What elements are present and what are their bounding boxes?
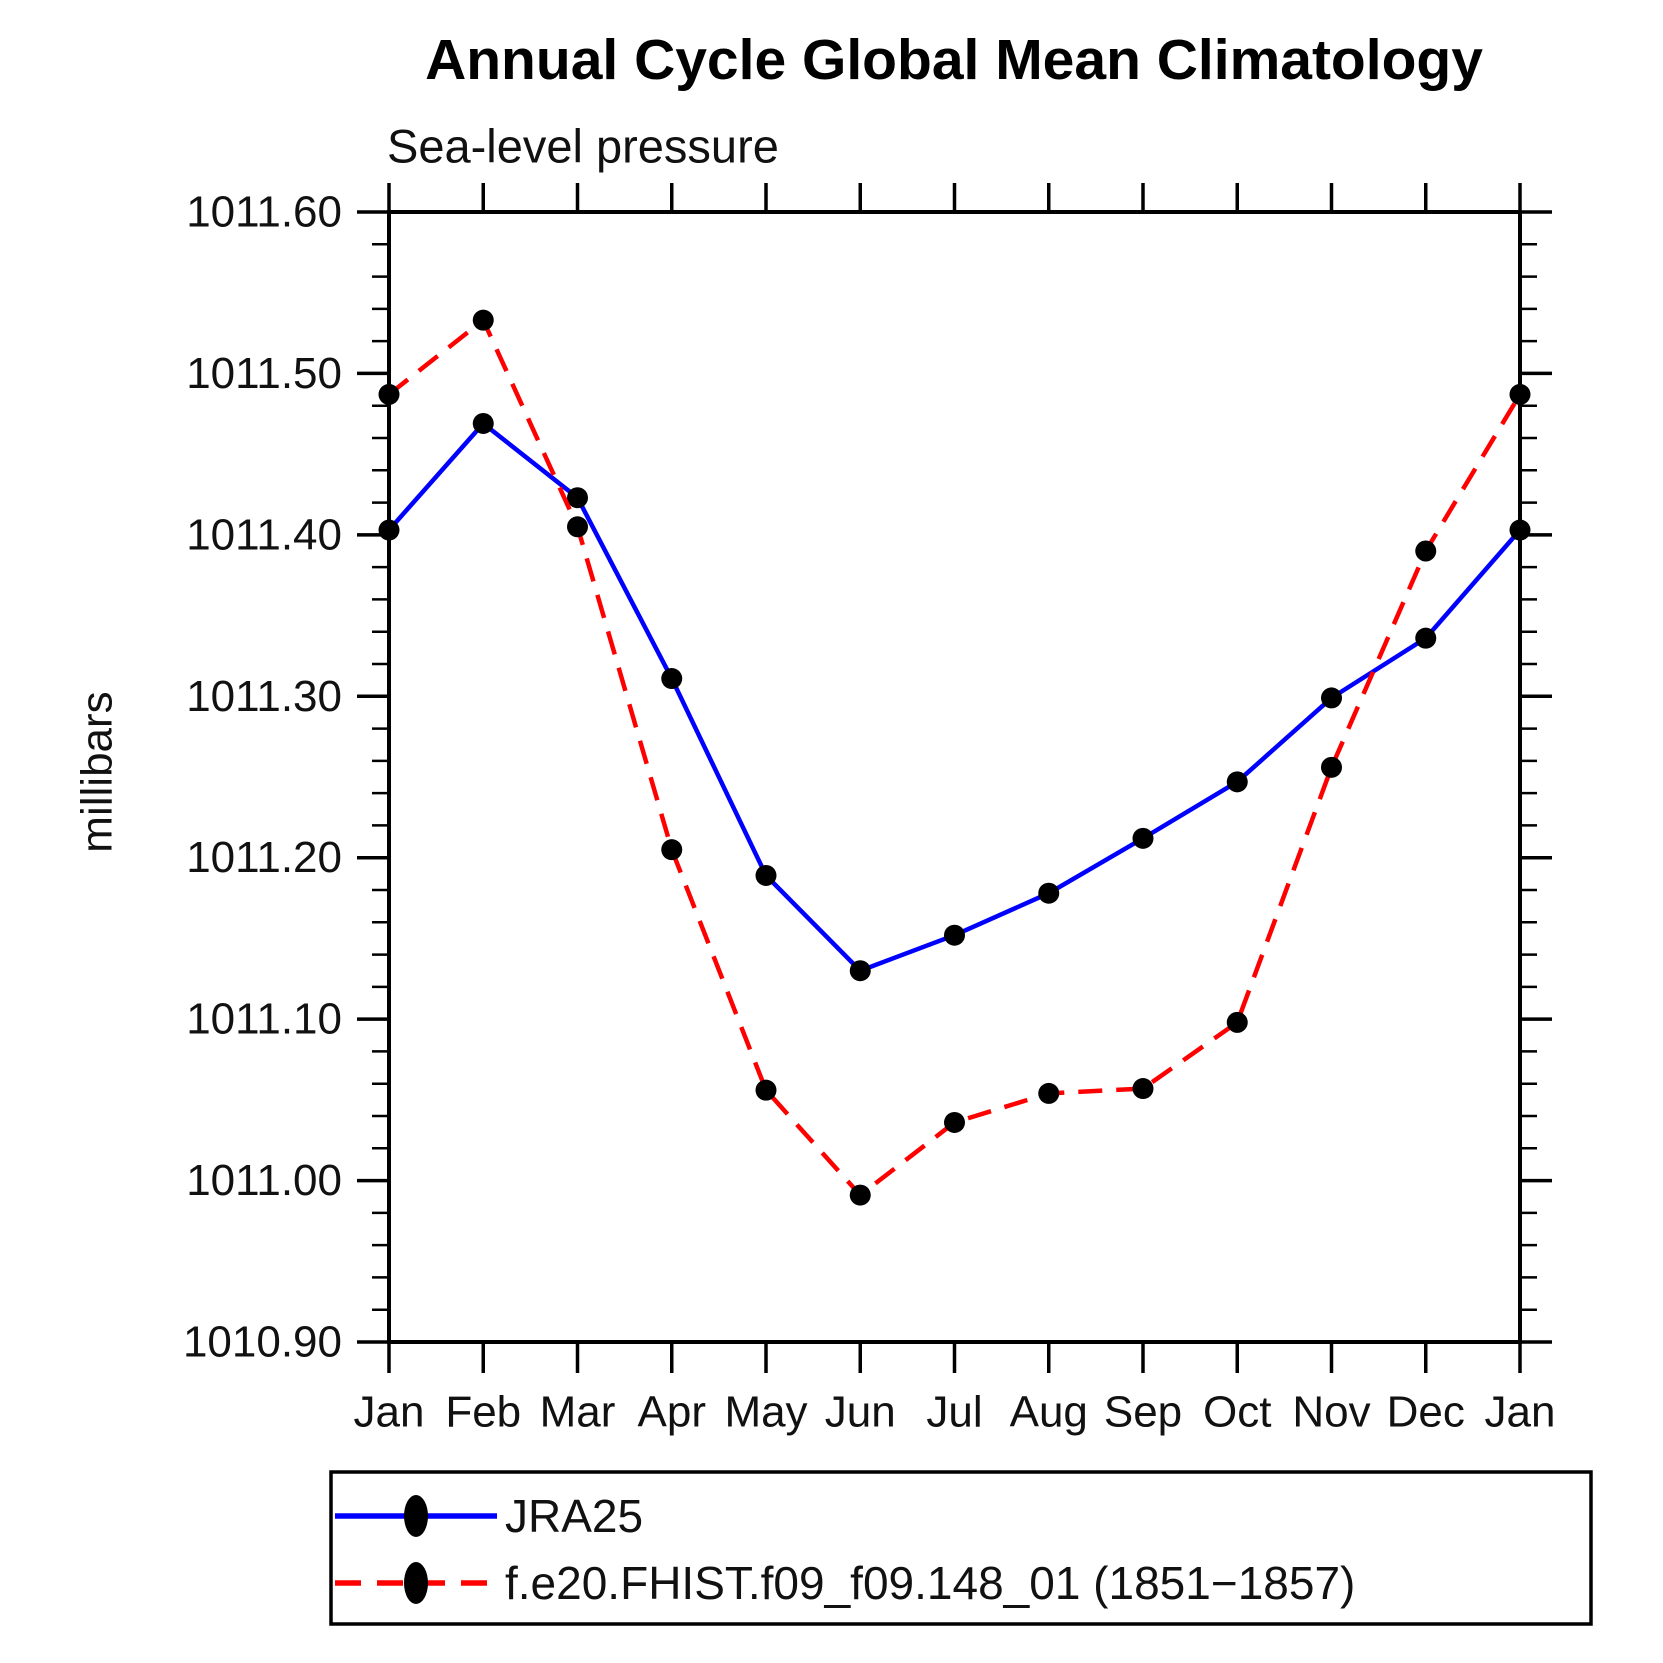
data-point-1	[567, 516, 588, 538]
y-tick-label: 1011.20	[186, 833, 342, 882]
data-point-0	[1415, 627, 1437, 649]
data-point-1	[944, 1111, 965, 1133]
data-point-0	[1132, 827, 1154, 849]
data-point-0	[1226, 771, 1248, 793]
x-tick-label: Sep	[1104, 1388, 1182, 1437]
x-tick-label: May	[724, 1388, 807, 1437]
x-tick-label: Feb	[445, 1388, 521, 1437]
x-tick-label: Jan	[354, 1388, 425, 1437]
legend-box	[329, 1470, 1593, 1626]
legend-label-model: f.e20.FHIST.f09_f09.148_01 (1851−1857)	[505, 1557, 1355, 1609]
y-axis-label: millibars	[73, 691, 122, 852]
data-point-0	[849, 960, 871, 982]
data-point-1	[1038, 1082, 1060, 1104]
y-tick-labels: 1011.60 1011.50 1011.40 1011.30 1011.20 1011.…	[183, 188, 342, 1367]
x-tick-label: Jul	[926, 1388, 982, 1437]
y-tick-label: 1011.10	[186, 995, 342, 1044]
data-point-1	[1509, 383, 1531, 405]
y-tick-label: 1011.00	[186, 1156, 342, 1205]
data-point-0	[378, 519, 400, 541]
x-tick-label: Jan	[1485, 1388, 1556, 1437]
data-point-1	[378, 383, 400, 405]
data-point-1	[755, 1079, 777, 1101]
legend-label-jra25: JRA25	[505, 1490, 643, 1542]
x-tick-label: Mar	[540, 1388, 616, 1437]
data-point-0	[661, 668, 683, 690]
x-tick-label: Apr	[638, 1388, 706, 1437]
legend-marker-jra25	[404, 1495, 428, 1537]
data-point-0	[1321, 687, 1342, 709]
y-tick-label: 1011.40	[186, 510, 342, 559]
x-tick-label: Oct	[1203, 1388, 1271, 1437]
axes	[357, 183, 1552, 1373]
x-tick-label: Nov	[1292, 1388, 1370, 1437]
y-tick-label: 1010.90	[183, 1318, 342, 1367]
data-point-0	[944, 924, 965, 946]
y-tick-label: 1011.30	[186, 672, 342, 721]
data-point-1	[1415, 540, 1437, 562]
y-tick-label: 1011.60	[186, 188, 342, 237]
chart-title: Annual Cycle Global Mean Climatology	[425, 28, 1483, 92]
data-point-1	[1132, 1078, 1154, 1100]
plot-frame	[387, 210, 1522, 1344]
chart-subtitle: Sea-level pressure	[387, 120, 779, 173]
data-point-0	[755, 864, 777, 886]
data-point-1	[1226, 1011, 1248, 1033]
x-tick-label: Dec	[1387, 1388, 1465, 1437]
legend: JRA25 f.e20.FHIST.f09_f09.148_01 (1851−1…	[329, 1470, 1593, 1626]
data-series	[378, 309, 1531, 1206]
series-line-1	[387, 316, 1522, 1199]
x-tick-labels: Jan Feb Mar Apr May Jun Jul Aug Sep Oct Nov Dec Jan	[354, 1388, 1556, 1437]
data-point-1	[661, 839, 683, 861]
data-point-1	[472, 309, 494, 331]
data-point-1	[1321, 756, 1342, 778]
x-tick-label: Jun	[825, 1388, 896, 1437]
data-point-0	[472, 412, 494, 434]
x-tick-label: Aug	[1010, 1388, 1088, 1437]
series-line-0	[387, 420, 1522, 974]
data-point-1	[849, 1184, 871, 1206]
legend-marker-model	[404, 1562, 428, 1604]
data-point-0	[1509, 519, 1531, 541]
data-point-0	[1038, 882, 1060, 904]
data-point-0	[567, 487, 588, 509]
y-tick-label: 1011.50	[186, 349, 342, 398]
